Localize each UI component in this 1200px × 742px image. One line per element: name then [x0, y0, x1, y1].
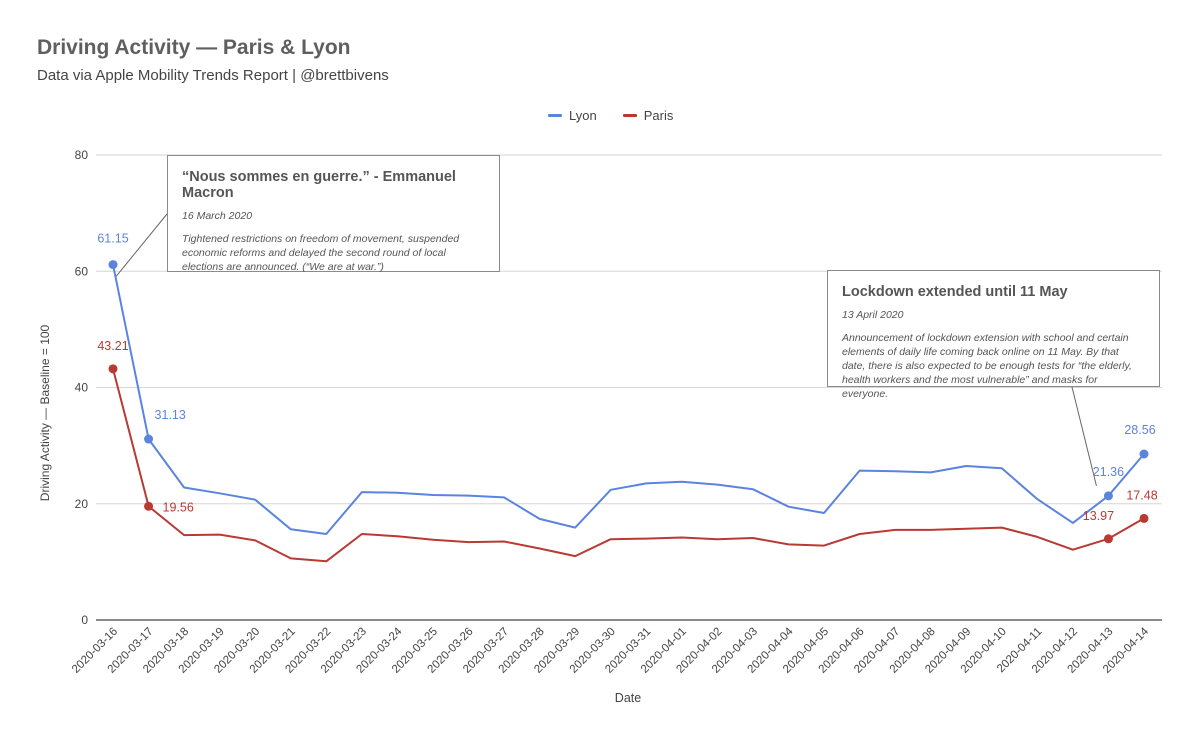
y-tick-label: 80	[75, 148, 89, 162]
legend-label-paris: Paris	[643, 108, 674, 123]
data-point-paris	[144, 501, 154, 511]
y-axis-title: Driving Activity — Baseline = 100	[38, 324, 52, 501]
annotation-macron-date: 16 March 2020	[182, 210, 253, 222]
x-axis-title: Date	[615, 691, 641, 705]
y-axis-ticks: 0 20 40 60 80	[75, 148, 89, 627]
annotation-lockdown-title: Lockdown extended until 11 May	[842, 284, 1068, 300]
data-points	[108, 260, 1149, 544]
connector-lockdown	[1071, 386, 1097, 486]
y-tick-label: 60	[75, 264, 89, 278]
chart-subtitle: Data via Apple Mobility Trends Report | …	[37, 67, 389, 84]
annotation-macron-title: “Nous sommes en guerre.” - Emmanuel Macr…	[182, 169, 456, 201]
legend-swatch-paris	[622, 114, 637, 117]
x-axis-ticks: 2020-03-162020-03-172020-03-182020-03-19…	[70, 625, 1152, 676]
data-labels: 61.15 31.13 21.36 28.56 43.21 19.56 13.97 17.48	[97, 232, 1157, 523]
annotation-macron-body: Tightened restrictions on freedom of mov…	[182, 233, 460, 273]
legend-swatch-lyon	[548, 114, 562, 117]
data-label-lyon: 31.13	[155, 408, 186, 422]
data-label-paris: 19.56	[163, 500, 194, 514]
series-line-paris	[112, 368, 1145, 563]
legend: Lyon Paris	[548, 108, 673, 123]
data-point-paris	[1103, 534, 1113, 544]
data-point-lyon	[144, 434, 154, 444]
data-point-paris	[1139, 513, 1149, 523]
annotation-lockdown-date: 13 April 2020	[842, 309, 904, 321]
series-line-lyon	[112, 264, 1145, 535]
data-label-lyon: 21.36	[1093, 465, 1124, 479]
annotation-connectors	[115, 213, 1097, 486]
legend-label-lyon: Lyon	[569, 108, 597, 123]
y-tick-label: 0	[81, 613, 88, 627]
data-label-paris: 43.21	[97, 339, 128, 353]
data-point-paris	[108, 364, 118, 374]
y-tick-label: 20	[75, 497, 89, 511]
annotation-lockdown: Lockdown extended until 11 May 13 April …	[827, 270, 1160, 400]
data-point-lyon	[1103, 491, 1113, 501]
series-lines	[112, 264, 1145, 563]
connector-macron	[115, 213, 168, 277]
data-label-lyon: 28.56	[1124, 423, 1155, 437]
y-tick-label: 40	[75, 381, 89, 395]
data-label-paris: 17.48	[1126, 488, 1157, 502]
annotation-macron: “Nous sommes en guerre.” - Emmanuel Macr…	[167, 155, 500, 273]
data-label-paris: 13.97	[1083, 509, 1114, 523]
data-point-lyon	[1139, 449, 1149, 459]
annotation-lockdown-body: Announcement of lockdown extension with …	[842, 332, 1132, 400]
data-label-lyon: 61.15	[97, 232, 128, 246]
legend-item-lyon[interactable]: Lyon	[548, 108, 597, 123]
data-point-lyon	[108, 260, 118, 270]
legend-item-paris[interactable]: Paris	[622, 108, 674, 123]
chart-title: Driving Activity — Paris & Lyon	[37, 36, 351, 59]
